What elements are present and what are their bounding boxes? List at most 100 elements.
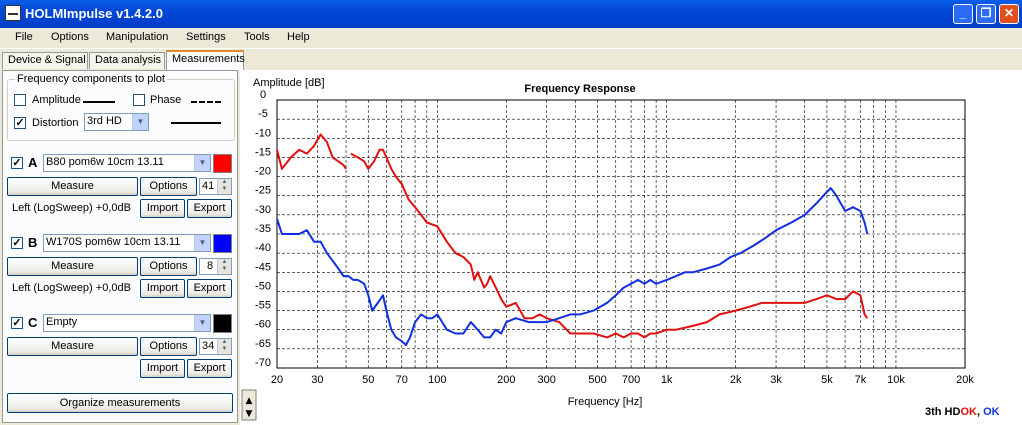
x-tick-label: 50 xyxy=(362,374,374,386)
measurement-c-name-select[interactable]: Empty ▼ xyxy=(43,314,211,332)
x-tick-label: 100 xyxy=(428,374,446,386)
measurement-a-name-select[interactable]: B80 pom6w 10cm 13.11 ▼ xyxy=(43,154,211,172)
measurement-b-letter: B xyxy=(28,235,38,250)
tab-data-analysis[interactable]: Data analysis xyxy=(89,52,165,69)
amplitude-checkbox[interactable] xyxy=(14,94,26,106)
series-line-blue xyxy=(276,187,869,346)
measurement-b-measure-button[interactable]: Measure xyxy=(7,257,138,276)
chevron-down-icon[interactable]: ▼ xyxy=(194,315,210,331)
phase-checkbox[interactable] xyxy=(133,94,145,106)
tab-device-signal[interactable]: Device & Signal xyxy=(2,52,88,69)
measurement-a-checkbox[interactable]: ✓ xyxy=(11,157,23,169)
measurement-c-export-button[interactable]: Export xyxy=(187,359,232,378)
measurement-c-name: Empty xyxy=(46,316,78,328)
series-line-red xyxy=(276,133,869,339)
x-tick-label: 2k xyxy=(730,374,742,386)
y-axis-label: Amplitude [dB] xyxy=(253,77,325,89)
y-tick-label: -60 xyxy=(255,319,271,331)
chart-title: Frequency Response xyxy=(524,83,635,95)
measurement-b-options-button[interactable]: Options xyxy=(140,257,197,276)
measurement-a-letter: A xyxy=(28,155,38,170)
x-tick-label: 500 xyxy=(588,374,606,386)
x-tick-label: 20k xyxy=(956,374,974,386)
measurement-a-spinner-value: 41 xyxy=(202,180,215,192)
measurement-c-spinner[interactable]: 34 ▲ ▼ xyxy=(199,338,232,355)
menu-tools[interactable]: Tools xyxy=(244,31,270,43)
measurement-b-spinner[interactable]: 8 ▲ ▼ xyxy=(199,258,232,275)
x-tick-label: 300 xyxy=(538,374,556,386)
title-bar: HOLMImpulse v1.4.2.0 _ ❐ ✕ xyxy=(0,0,1022,28)
x-axis-label: Frequency [Hz] xyxy=(568,396,643,408)
measurement-a-export-button[interactable]: Export xyxy=(187,199,232,218)
menu-options[interactable]: Options xyxy=(51,31,89,43)
amplitude-label: Amplitude xyxy=(32,94,81,106)
measurement-b-color-swatch[interactable] xyxy=(213,234,232,253)
measurement-a-import-button[interactable]: Import xyxy=(140,199,185,218)
measurement-c-measure-button[interactable]: Measure xyxy=(7,337,138,356)
phase-label: Phase xyxy=(150,94,182,106)
x-tick-label: 5k xyxy=(821,374,833,386)
chart-area: Amplitude [dB] Frequency Response Freque… xyxy=(240,70,1022,425)
scroll-down-icon[interactable]: ▼ xyxy=(246,409,253,419)
distortion-line-style xyxy=(171,122,221,124)
frequency-components-group xyxy=(7,79,235,141)
distortion-select[interactable]: 3rd HD ▼ xyxy=(84,113,149,131)
measurement-c-spinner-value: 34 xyxy=(202,340,215,352)
measurements-panel: Frequency components to plot Amplitude P… xyxy=(2,70,238,423)
chart-grid xyxy=(276,99,966,369)
measurement-a-color-swatch[interactable] xyxy=(213,154,232,173)
menu-manipulation[interactable]: Manipulation xyxy=(106,31,169,43)
menu-file[interactable]: File xyxy=(15,31,33,43)
plot-frame xyxy=(276,99,966,369)
window-title: HOLMImpulse v1.4.2.0 xyxy=(25,6,163,21)
tab-measurements[interactable]: Measurements xyxy=(166,50,245,70)
scroll-arrows: ▲ ▼ xyxy=(241,389,257,421)
measurement-a-measure-button[interactable]: Measure xyxy=(7,177,138,196)
organize-measurements-button[interactable]: Organize measurements xyxy=(7,393,233,413)
spinner-arrows-icon[interactable]: ▲ ▼ xyxy=(217,179,231,194)
app-icon xyxy=(5,5,21,21)
spinner-arrows-icon[interactable]: ▲ ▼ xyxy=(217,259,231,274)
chevron-down-icon[interactable]: ▼ xyxy=(194,155,210,171)
measurement-c-import-button[interactable]: Import xyxy=(140,359,185,378)
status-prefix: 3th HD xyxy=(925,406,961,418)
frequency-components-label: Frequency components to plot xyxy=(15,73,167,85)
maximize-button[interactable]: ❐ xyxy=(976,4,996,24)
phase-line-style xyxy=(191,101,221,103)
chart-series xyxy=(276,133,869,346)
menu-help[interactable]: Help xyxy=(287,31,310,43)
x-tick-label: 7k xyxy=(855,374,867,386)
x-tick-label: 30 xyxy=(311,374,323,386)
menu-settings[interactable]: Settings xyxy=(186,31,226,43)
menu-bar: File Options Manipulation Settings Tools… xyxy=(0,28,1022,49)
chevron-down-icon[interactable]: ▼ xyxy=(194,235,210,251)
measurement-a-name: B80 pom6w 10cm 13.11 xyxy=(46,156,164,168)
measurement-b-name-select[interactable]: W170S pom6w 10cm 13.11 ▼ xyxy=(43,234,211,252)
y-tick-label: -40 xyxy=(255,242,271,254)
measurement-b-checkbox[interactable]: ✓ xyxy=(11,237,23,249)
close-button[interactable]: ✕ xyxy=(999,4,1019,24)
distortion-checkbox[interactable]: ✓ xyxy=(14,117,26,129)
measurement-c-color-swatch[interactable] xyxy=(213,314,232,333)
x-tick-label: 200 xyxy=(497,374,515,386)
measurement-a-spinner[interactable]: 41 ▲ ▼ xyxy=(199,178,232,195)
measurement-b-export-button[interactable]: Export xyxy=(187,279,232,298)
measurement-c-checkbox[interactable]: ✓ xyxy=(11,317,23,329)
y-tick-label: -20 xyxy=(255,166,271,178)
y-tick-label: 0 xyxy=(260,89,266,101)
chevron-down-icon[interactable]: ▼ xyxy=(132,114,148,130)
measurement-c-letter: C xyxy=(28,315,38,330)
y-tick-label: -35 xyxy=(255,223,271,235)
minimize-button[interactable]: _ xyxy=(953,4,973,24)
scroll-arrows-box xyxy=(241,389,257,421)
measurement-a-options-button[interactable]: Options xyxy=(140,177,197,196)
measurement-b-import-button[interactable]: Import xyxy=(140,279,185,298)
distortion-selected-value: 3rd HD xyxy=(87,115,122,127)
y-tick-label: -30 xyxy=(255,204,271,216)
scroll-up-icon[interactable]: ▲ xyxy=(246,396,253,406)
spinner-arrows-icon[interactable]: ▲ ▼ xyxy=(217,339,231,354)
y-tick-label: -65 xyxy=(255,338,271,350)
y-tick-label: -55 xyxy=(255,300,271,312)
y-tick-label: -25 xyxy=(255,185,271,197)
measurement-c-options-button[interactable]: Options xyxy=(140,337,197,356)
